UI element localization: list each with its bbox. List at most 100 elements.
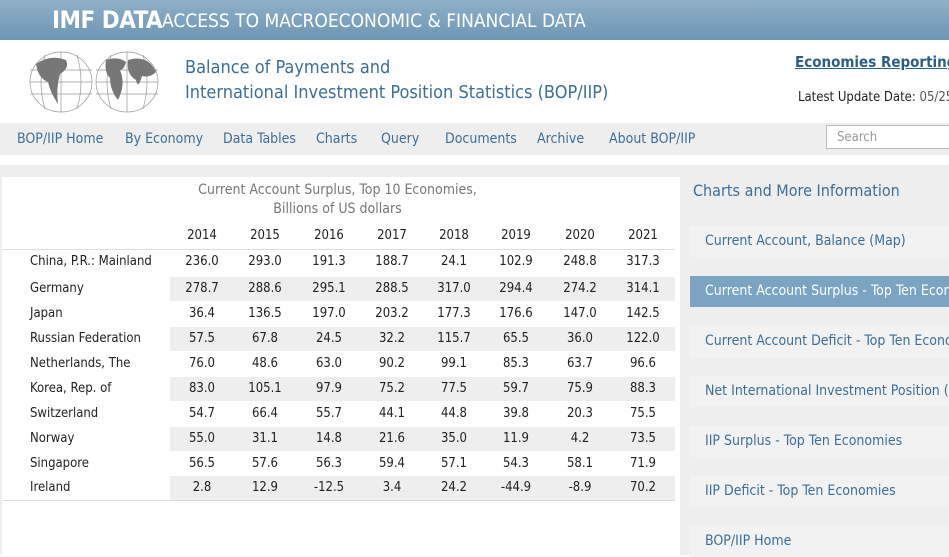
cell: -44.9 bbox=[500, 480, 532, 495]
cell: 55.7 bbox=[315, 406, 343, 421]
sidebar-link[interactable]: Current Account, Balance (Map) bbox=[690, 226, 949, 257]
cell: 14.8 bbox=[315, 431, 343, 446]
cell: 176.6 bbox=[499, 306, 533, 321]
cell: 54.3 bbox=[502, 456, 530, 471]
cell: 295.1 bbox=[312, 281, 346, 296]
cell: 32.2 bbox=[378, 331, 406, 346]
cell: 97.9 bbox=[315, 381, 343, 396]
cell: 3.4 bbox=[382, 480, 402, 495]
nav-item[interactable]: Documents bbox=[445, 131, 517, 147]
nav-item[interactable]: Archive bbox=[537, 131, 585, 147]
nav-item[interactable]: About BOP/IIP bbox=[609, 131, 696, 147]
nav-item[interactable]: Query bbox=[381, 131, 420, 147]
cell: 65.5 bbox=[502, 331, 530, 346]
cell: 115.7 bbox=[437, 331, 471, 346]
update-label: Latest Update Date: bbox=[798, 90, 916, 105]
tagline: ACCESS TO MACROECONOMIC & FINANCIAL DATA bbox=[162, 10, 586, 32]
cell: 36.0 bbox=[566, 331, 594, 346]
row-label: Singapore bbox=[30, 456, 89, 471]
cell: 21.6 bbox=[378, 431, 406, 446]
table-title: Current Account Surplus, Top 10 Economie… bbox=[198, 182, 477, 198]
sidebar-link[interactable]: Current Account Deficit - Top Ten Econom… bbox=[690, 326, 949, 357]
cell: 55.0 bbox=[188, 431, 216, 446]
row-label: Japan bbox=[30, 306, 63, 321]
column-header: 2019 bbox=[501, 228, 531, 243]
sidebar-link[interactable]: BOP/IIP Home bbox=[690, 526, 949, 557]
cell: 147.0 bbox=[563, 306, 597, 321]
nav-item[interactable]: Charts bbox=[316, 131, 358, 147]
update-date: Latest Update Date: 05/25 bbox=[798, 90, 949, 105]
cell: 83.0 bbox=[188, 381, 216, 396]
cell: 56.3 bbox=[315, 456, 343, 471]
column-header: 2014 bbox=[187, 228, 217, 243]
cell: 177.3 bbox=[437, 306, 471, 321]
cell: 274.2 bbox=[563, 281, 597, 296]
banner bbox=[0, 0, 949, 40]
cell: 85.3 bbox=[502, 356, 530, 371]
economies-link[interactable]: Economies Reporting bbox=[795, 53, 949, 71]
row-label: Korea, Rep. of bbox=[30, 381, 112, 396]
column-header: 2018 bbox=[439, 228, 469, 243]
cell: 63.0 bbox=[315, 356, 343, 371]
table-title: Billions of US dollars bbox=[273, 201, 402, 217]
cell: 66.4 bbox=[251, 406, 279, 421]
cell: 88.3 bbox=[629, 381, 657, 396]
nav-item[interactable]: BOP/IIP Home bbox=[17, 131, 104, 147]
cell: 90.2 bbox=[378, 356, 406, 371]
sidebar-link[interactable]: Current Account Surplus - Top Ten Econom… bbox=[690, 276, 949, 307]
cell: 24.5 bbox=[315, 331, 343, 346]
column-header: 2015 bbox=[250, 228, 280, 243]
cell: 67.8 bbox=[251, 331, 279, 346]
cell: 142.5 bbox=[626, 306, 660, 321]
cell: 248.8 bbox=[563, 254, 597, 269]
row-label: Netherlands, The bbox=[30, 356, 131, 371]
cell: -12.5 bbox=[313, 480, 345, 495]
cell: 57.6 bbox=[251, 456, 279, 471]
row-shade bbox=[170, 277, 675, 301]
cell: 203.2 bbox=[375, 306, 409, 321]
cell: 288.5 bbox=[375, 281, 409, 296]
cell: 57.1 bbox=[440, 456, 468, 471]
row-label: Norway bbox=[30, 431, 75, 446]
cell: 191.3 bbox=[312, 254, 346, 269]
cell: 278.7 bbox=[185, 281, 219, 296]
row-label: Russian Federation bbox=[30, 331, 141, 346]
cell: 59.4 bbox=[378, 456, 406, 471]
row-label: Germany bbox=[30, 281, 84, 296]
row-label: Switzerland bbox=[30, 406, 99, 421]
search-box[interactable]: Search bbox=[826, 125, 949, 149]
cell: 70.2 bbox=[629, 480, 657, 495]
nav-item[interactable]: Data Tables bbox=[223, 131, 296, 147]
cell: 317.3 bbox=[626, 254, 660, 269]
cell: 102.9 bbox=[499, 254, 533, 269]
cell: 77.5 bbox=[440, 381, 468, 396]
cell: 293.0 bbox=[248, 254, 282, 269]
cell: 31.1 bbox=[251, 431, 279, 446]
site-title: Balance of Payments and bbox=[185, 57, 391, 78]
globe-logo bbox=[29, 51, 159, 113]
row-shade bbox=[170, 327, 675, 351]
header-rule bbox=[2, 249, 675, 250]
site-title: International Investment Position Statis… bbox=[185, 82, 609, 103]
cell: 24.2 bbox=[440, 480, 468, 495]
row-label: China, P.R.: Mainland bbox=[30, 254, 152, 269]
cell: 76.0 bbox=[188, 356, 216, 371]
cell: 99.1 bbox=[440, 356, 468, 371]
row-label: Ireland bbox=[30, 480, 71, 495]
column-header: 2020 bbox=[565, 228, 595, 243]
footer-rule bbox=[2, 500, 675, 501]
cell: 56.5 bbox=[188, 456, 216, 471]
sidebar-link[interactable]: IIP Deficit - Top Ten Economies bbox=[690, 476, 949, 507]
sidebar-link[interactable]: Net International Investment Position (I… bbox=[690, 376, 949, 407]
cell: 136.5 bbox=[248, 306, 282, 321]
cell: 54.7 bbox=[188, 406, 216, 421]
cell: 48.6 bbox=[251, 356, 279, 371]
nav-item[interactable]: By Economy bbox=[125, 131, 204, 147]
column-header: 2021 bbox=[628, 228, 658, 243]
column-header: 2016 bbox=[314, 228, 344, 243]
border bbox=[0, 177, 2, 555]
cell: 75.5 bbox=[629, 406, 657, 421]
sidebar-link[interactable]: IIP Surplus - Top Ten Economies bbox=[690, 426, 949, 457]
brand[interactable]: IMF DATA bbox=[52, 6, 163, 34]
cell: 197.0 bbox=[312, 306, 346, 321]
